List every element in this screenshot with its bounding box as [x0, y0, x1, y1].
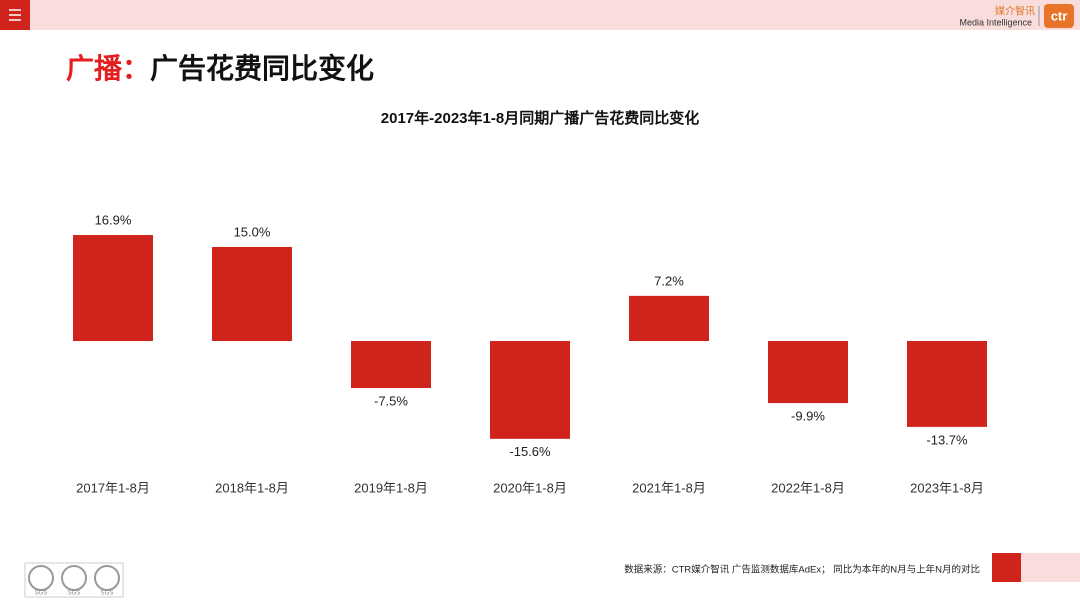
data-label: -9.9%: [791, 409, 825, 424]
data-label: 7.2%: [654, 273, 684, 288]
data-label: -13.7%: [926, 432, 968, 447]
x-tick-label: 2021年1-8月: [632, 480, 706, 495]
logo-tagline: Media Intelligence: [959, 17, 1032, 27]
data-label: 16.9%: [95, 212, 132, 227]
bar: [768, 341, 848, 404]
bar: [73, 235, 153, 341]
x-tick-label: 2019年1-8月: [354, 480, 428, 495]
x-tick-label: 2018年1-8月: [215, 480, 289, 495]
bar: [907, 341, 987, 427]
badge-label: SGS: [68, 591, 81, 597]
x-tick-label: 2023年1-8月: [910, 480, 984, 495]
data-label: -7.5%: [374, 393, 408, 408]
badge-icon: [94, 565, 120, 591]
bar: [212, 246, 292, 341]
menu-icon: [9, 9, 21, 21]
badge-frame: [24, 562, 124, 598]
badge-icon: [61, 565, 87, 591]
bar: [351, 341, 431, 389]
chart-title: 2017年-2023年1-8月同期广播广告花费同比变化: [381, 109, 699, 127]
badge-label: SGS: [35, 591, 48, 597]
x-tick-label: 2020年1-8月: [493, 480, 567, 495]
logo-mark: ctr: [1051, 8, 1068, 23]
top-bar: [0, 0, 1080, 30]
data-label: 15.0%: [234, 224, 271, 239]
heading-highlight: 广播：: [66, 53, 150, 84]
logo-mark-bg: [1044, 4, 1074, 28]
heading-text: 广告花费同比变化: [150, 52, 374, 84]
logo-brand: 媒介智讯: [995, 5, 1035, 18]
x-tick-label: 2022年1-8月: [771, 480, 845, 495]
footer-band: [1021, 553, 1080, 582]
data-label: -15.6%: [509, 444, 551, 459]
heading: 广播：广告花费同比变化: [66, 52, 374, 84]
footer-block: [992, 553, 1021, 582]
bar: [629, 295, 709, 341]
source-note: 数据来源：CTR媒介智讯 广告监测数据库AdEx； 同比为本年的N月与上年N月的…: [624, 564, 980, 576]
x-tick-label: 2017年1-8月: [76, 480, 150, 495]
plot: 16.9% 2017年1-8月 15.0% 2018年1-8月 -7.5% 2019年1-…: [73, 212, 987, 495]
bar: [490, 341, 570, 439]
badges: SGS SGS SGS: [28, 565, 120, 597]
badge-icon: [28, 565, 54, 591]
badge-label: SGS: [101, 591, 114, 597]
